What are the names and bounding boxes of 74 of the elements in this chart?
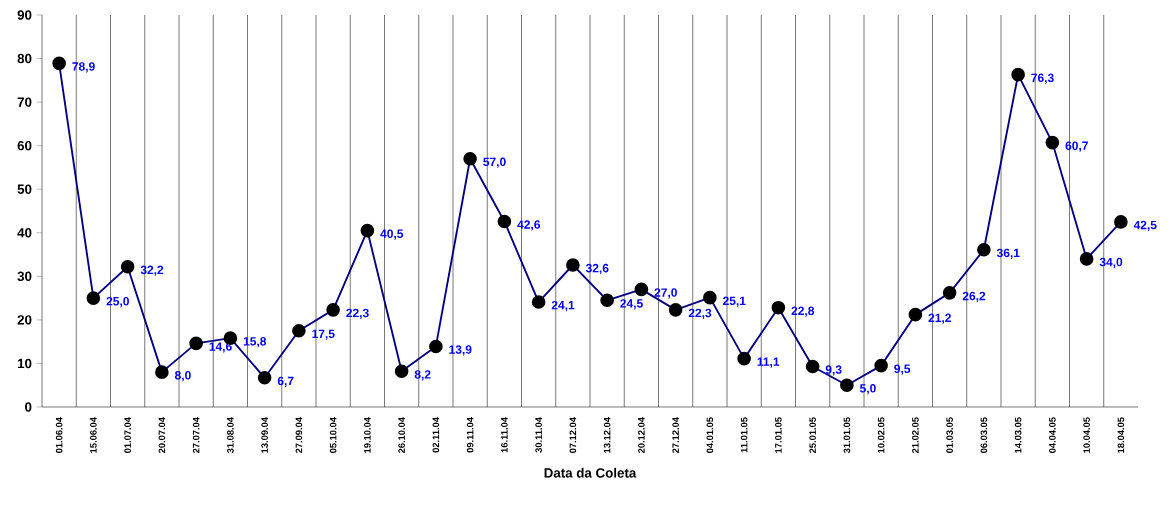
y-tick-label: 30: [17, 271, 32, 282]
y-tick-label: 50: [17, 184, 32, 194]
x-tick-label: 27.09.04: [295, 417, 303, 454]
data-label: 15,8: [243, 337, 267, 348]
x-tick-label: 07.12.04: [569, 417, 577, 453]
x-tick-label: 21.02.05: [912, 417, 919, 454]
data-label: 32,2: [140, 265, 164, 276]
y-tick-label: 40: [17, 228, 32, 238]
data-label: 8,0: [174, 371, 191, 382]
x-tick-label: 10.04.05: [1083, 417, 1090, 453]
data-label: 21,2: [928, 313, 951, 324]
x-tick-label: 02.11.04: [432, 417, 440, 453]
x-tick-label: 05.10.04: [329, 417, 337, 453]
data-label: 24,1: [551, 300, 575, 312]
data-label: 27,0: [654, 288, 677, 299]
x-tick-label: 11.01.05: [740, 417, 748, 453]
x-tick-label: 18.04.05: [1117, 417, 1125, 453]
y-tick-label: 60: [17, 140, 32, 151]
x-tick-label: 13.12.04: [603, 417, 611, 453]
data-label: 24,5: [620, 299, 643, 310]
y-tick-label: 90: [17, 10, 32, 20]
x-tick-label: 31.01.05: [843, 417, 851, 454]
y-tick-label: 70: [17, 97, 32, 107]
y-tick-label: 80: [17, 53, 32, 64]
x-tick-label: 17.01.05: [775, 417, 782, 453]
x-tick-label: 26.10.04: [398, 417, 405, 454]
x-tick-label: 31.08.04: [227, 417, 234, 454]
data-label: 22,3: [688, 308, 712, 319]
data-label: 25,0: [106, 296, 129, 308]
data-label: 22,8: [791, 306, 815, 317]
x-tick-label: 04.04.05: [1049, 417, 1056, 453]
x-tick-label: 01.06.04: [55, 417, 63, 453]
x-tick-label: 01.07.04: [124, 417, 131, 453]
y-tick-label: 0: [25, 402, 32, 412]
data-label: 42,6: [517, 220, 540, 231]
x-tick-label: 04.01.05: [706, 417, 714, 453]
data-label: 17,5: [312, 329, 335, 340]
data-label: 5,0: [859, 384, 876, 395]
x-tick-label: 10.02.05: [877, 417, 885, 453]
data-label: 40,5: [380, 229, 404, 240]
data-label: 34,0: [1099, 257, 1123, 269]
data-label: 22,3: [346, 308, 369, 319]
data-label: 42,5: [1133, 220, 1157, 231]
data-label: 9,3: [825, 365, 842, 376]
data-label: 76,3: [1031, 73, 1054, 84]
x-tick-label: 20.07.04: [158, 417, 166, 454]
data-label: 6,7: [277, 376, 294, 387]
data-label: 8,2: [414, 370, 431, 381]
x-tick-label: 27.07.04: [192, 417, 200, 454]
data-label: 13,9: [449, 345, 472, 356]
data-label: 78,9: [72, 62, 95, 73]
x-tick-label: 15.06.04: [90, 417, 97, 453]
data-label: 57,0: [483, 157, 506, 168]
x-tick-label: 09.11.04: [466, 417, 474, 453]
x-tick-label: 14.03.05: [1014, 417, 1022, 453]
data-label: 36,1: [996, 248, 1020, 259]
data-label: 26,2: [962, 291, 986, 302]
x-tick-label: 20.12.04: [638, 417, 645, 454]
x-tick-label: 25.01.05: [809, 417, 816, 454]
y-tick-label: 20: [17, 315, 32, 325]
data-label: 60,7: [1065, 141, 1088, 152]
data-label: 32,6: [585, 263, 609, 275]
x-tick-label: 06.03.05: [980, 417, 988, 453]
x-tick-label: 13.09.04: [261, 417, 268, 453]
y-tick-label: 10: [17, 358, 32, 369]
data-label: 9,5: [894, 364, 911, 375]
data-label: 11,1: [757, 357, 780, 368]
data-label: 25,1: [723, 296, 746, 307]
x-axis-title: Data da Coleta: [544, 467, 637, 478]
x-tick-label: 01.03.05: [946, 417, 953, 453]
x-tick-label: 27.12.04: [672, 417, 679, 454]
x-tick-label: 30.11.04: [535, 417, 542, 453]
x-tick-label: 19.10.04: [364, 417, 371, 453]
x-tick-label: 16.11.04: [501, 417, 508, 453]
